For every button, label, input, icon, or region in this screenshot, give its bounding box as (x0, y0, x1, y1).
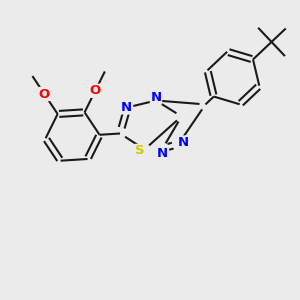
Text: N: N (177, 136, 189, 149)
Text: S: S (135, 144, 145, 158)
Text: O: O (90, 84, 101, 97)
Text: N: N (120, 101, 132, 114)
Text: O: O (39, 88, 50, 100)
Text: N: N (157, 146, 168, 160)
Text: N: N (150, 91, 162, 104)
